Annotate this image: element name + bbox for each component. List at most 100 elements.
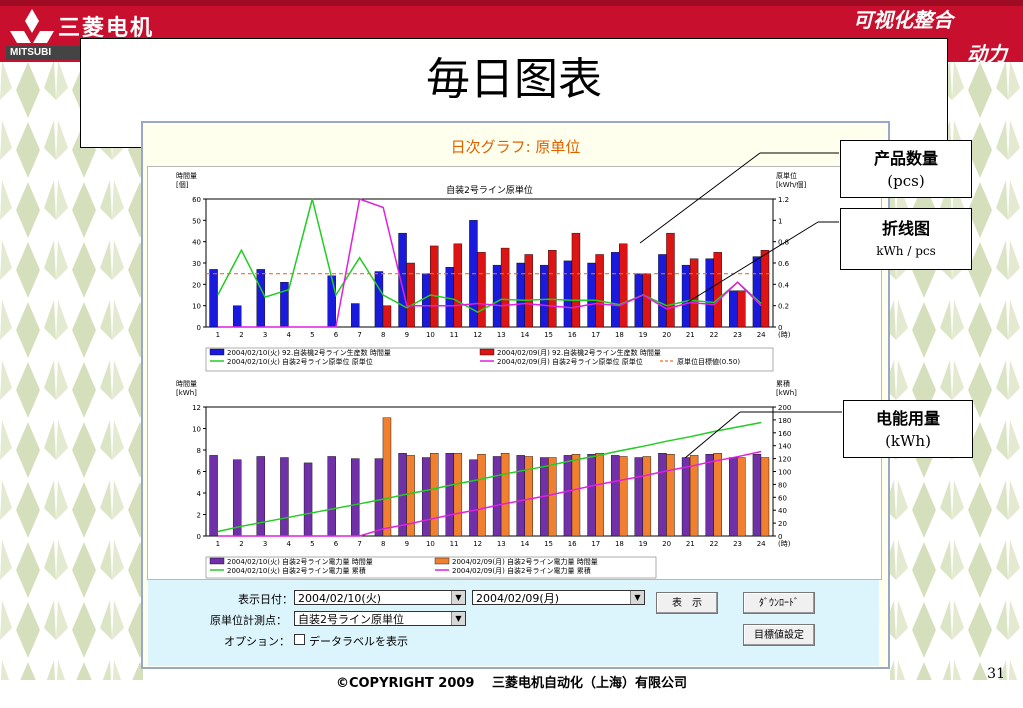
y2-tick-label: 0: [778, 324, 782, 332]
bar: [548, 457, 557, 537]
chevron-down-icon[interactable]: ▼: [451, 591, 465, 604]
chevron-down-icon[interactable]: ▼: [630, 591, 644, 604]
y2-tick-label: 140: [778, 443, 791, 451]
date-select[interactable]: 2004/02/10(火) ▼: [294, 590, 466, 605]
bar: [382, 417, 392, 537]
y-tick-label: 2: [197, 512, 201, 520]
x-tick-label: 17: [591, 540, 600, 548]
date-label: 表示日付：: [238, 593, 293, 606]
x-tick-label: 20: [662, 540, 671, 548]
y2-tick-label: 1: [778, 217, 782, 225]
legend-entry: 2004/02/09(月) 自装2号ライン電力量 累積: [452, 566, 591, 575]
x-tick-label: 13: [497, 331, 506, 339]
series-line: [217, 198, 762, 313]
download-button[interactable]: ﾀﾞｳﾝﾛｰﾄﾞ: [743, 592, 815, 614]
bar: [209, 269, 218, 328]
point-label: 原単位計測点：: [210, 614, 287, 627]
y2-tick-label: 80: [778, 481, 787, 489]
y-tick-label: 60: [192, 196, 201, 204]
point-select[interactable]: 自装2号ライン原単位 ▼: [294, 611, 466, 626]
charts-svg: 010203040506000.20.40.60.811.21234567891…: [176, 171, 807, 579]
y2-tick-label: 0.2: [778, 303, 789, 311]
data-label-checkbox[interactable]: [294, 634, 305, 645]
legend-box: [205, 347, 774, 372]
x-tick-label: 10: [426, 540, 435, 548]
y-tick-label: 0: [197, 533, 201, 541]
bar: [689, 258, 699, 328]
y2-tick-label: 0.4: [778, 281, 790, 289]
x-tick-label: 1: [216, 331, 220, 339]
y2-tick-label: 160: [778, 430, 791, 438]
bar: [351, 303, 360, 328]
x-tick-label: 9: [405, 331, 409, 339]
bar: [571, 232, 581, 328]
bar: [500, 247, 510, 328]
y2-tick-label: 60: [778, 494, 787, 502]
bar: [760, 457, 770, 537]
bar: [430, 453, 439, 537]
x-tick-label: 19: [639, 331, 648, 339]
x-tick-label: 21: [686, 540, 695, 548]
x-tick-label: 15: [544, 331, 553, 339]
y-tick-label: 8: [197, 447, 201, 455]
x-tick-label: 6: [334, 331, 339, 339]
target-setting-button[interactable]: 目標値設定: [743, 624, 815, 646]
chevron-down-icon[interactable]: ▼: [451, 612, 465, 625]
x-tick-label: 3: [263, 540, 267, 548]
bar: [737, 290, 746, 328]
callout-quantity-unit: (pcs): [887, 172, 925, 190]
x-tick-label: 14: [520, 540, 529, 548]
callout-line-chart: 折线图 kWh / pcs: [840, 208, 972, 270]
left-axis-unit: [個]: [176, 180, 189, 189]
bar: [642, 456, 652, 537]
legend-swatch: [209, 557, 225, 565]
y2-tick-label: 120: [778, 456, 791, 464]
legend-entry: 2004/02/10(火) 自装2号ライン電力量 時間量: [227, 557, 373, 566]
mitsubishi-diamond-icon: [10, 9, 54, 43]
bar: [500, 453, 510, 537]
bar: [737, 457, 746, 537]
point-select-value: 自装2号ライン原単位: [298, 613, 404, 626]
callout-power-title: 电能用量: [875, 409, 940, 428]
y-tick-label: 30: [192, 260, 201, 268]
legend-entry: 2004/02/09(月) 自装2号ライン電力量 時間量: [452, 557, 598, 566]
y-tick-label: 50: [192, 217, 201, 225]
x-tick-label: 24: [757, 331, 766, 339]
x-tick-label: 4: [286, 331, 291, 339]
bar: [713, 252, 722, 328]
x-tick-label: 8: [381, 331, 385, 339]
x-tick-label: 12: [473, 540, 482, 548]
x-tick-label: 11: [450, 540, 459, 548]
callout-product-quantity: 产品数量 (pcs): [840, 140, 972, 198]
x-tick-label: 14: [520, 331, 529, 339]
y-tick-label: 10: [192, 303, 201, 311]
bar: [209, 455, 218, 537]
bar: [571, 454, 581, 537]
left-axis-title: 時間量: [176, 172, 197, 180]
bar: [595, 254, 604, 328]
right-axis-title: 累積: [776, 379, 790, 388]
x-tick-label: 10: [426, 331, 435, 339]
compare-date-select[interactable]: 2004/02/09(月) ▼: [472, 590, 645, 605]
slogan-line-1: 可视化整合: [853, 8, 953, 32]
legend-entry: 2004/02/09(月) 自装2号ライン原単位 原単位: [497, 357, 643, 366]
y-tick-label: 6: [197, 469, 202, 477]
bar: [430, 245, 439, 328]
bar: [713, 453, 722, 537]
y2-tick-label: 0: [778, 533, 782, 541]
app-title: 日次グラフ: 原单位: [450, 138, 581, 156]
y2-tick-label: 0.6: [778, 260, 790, 268]
page-number: 31: [987, 666, 1005, 682]
compare-date-value: 2004/02/09(月): [476, 592, 559, 605]
bar: [760, 249, 770, 328]
x-tick-label: 2: [239, 540, 243, 548]
y2-tick-label: 20: [778, 520, 787, 528]
data-label-checkbox-label: データラベルを表示: [309, 635, 408, 648]
controls-panel: 表示日付： 2004/02/10(火) ▼ 2004/02/09(月) ▼ 原単…: [148, 580, 879, 666]
bar: [382, 305, 392, 328]
slogan-line-2: 动力: [967, 42, 1007, 66]
hour-label: (時): [778, 540, 791, 548]
x-tick-label: 5: [310, 331, 314, 339]
show-button[interactable]: 表 示: [656, 592, 718, 614]
